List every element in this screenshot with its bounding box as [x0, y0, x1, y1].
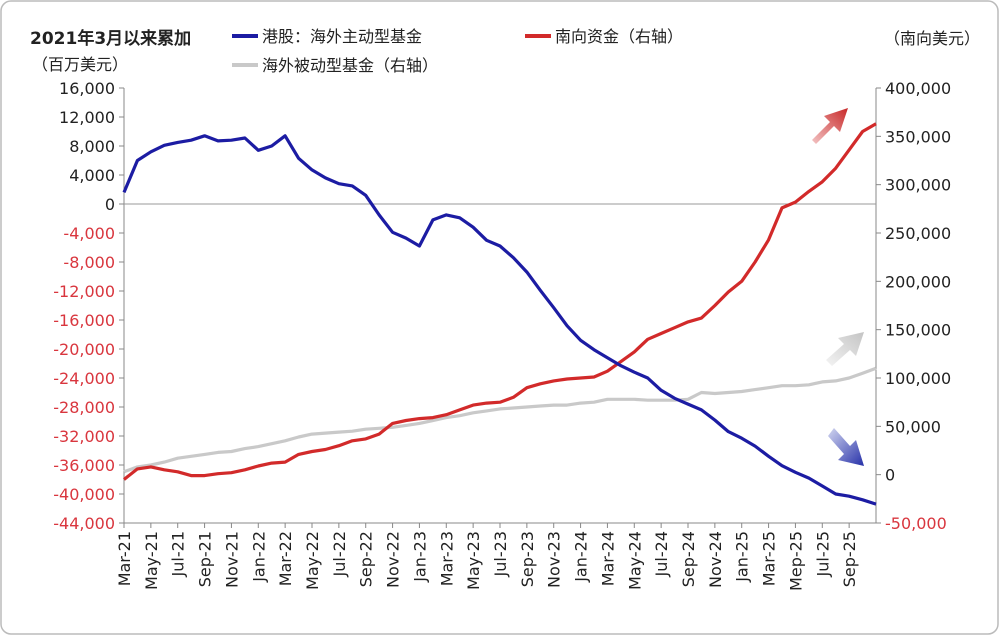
x-tick-label: Mar-24 — [598, 531, 617, 586]
y-tick-label: -20,000 — [53, 340, 115, 359]
y2-axis-label: （南向美元） — [884, 29, 980, 48]
y-tick-label: -16,000 — [53, 311, 115, 330]
series-line — [123, 366, 877, 474]
x-tick-label: May-22 — [303, 531, 322, 590]
x-tick-label: Jul-24 — [652, 531, 671, 577]
x-tick-label: Jan-24 — [572, 531, 591, 583]
x-tick-label: Sep-23 — [518, 531, 537, 587]
arrow-up-red — [812, 108, 848, 144]
y-tick-label: -44,000 — [53, 514, 115, 533]
y-axis-label: （百万美元） — [32, 55, 128, 74]
x-tick-label: Jul-22 — [330, 531, 349, 577]
x-tick-label: Jul-21 — [169, 531, 188, 577]
x-tick-label: Jan-22 — [249, 531, 268, 583]
y2-tick-label: 350,000 — [885, 127, 951, 146]
y-tick-label: -40,000 — [53, 485, 115, 504]
x-tick-label: May-24 — [625, 531, 644, 590]
y-tick-label: -24,000 — [53, 369, 115, 388]
x-tick-label: Sep-24 — [679, 531, 698, 587]
x-tick-label: Nov-21 — [222, 531, 241, 588]
y2-tick-label: 100,000 — [885, 369, 951, 388]
x-tick-label: Sep-21 — [196, 531, 215, 587]
y-tick-label: 12,000 — [59, 108, 115, 127]
y-tick-label: 16,000 — [59, 79, 115, 98]
x-tick-label: Mar-25 — [760, 531, 779, 586]
arrows — [812, 108, 864, 466]
y2-tick-label: -50,000 — [885, 514, 947, 533]
x-tick-label: Jan-25 — [733, 531, 752, 583]
y-tick-label: -12,000 — [53, 282, 115, 301]
y-tick-label: -28,000 — [53, 398, 115, 417]
x-tick-label: Mep-25 — [786, 531, 805, 591]
x-tick-label: Nov-23 — [545, 531, 564, 588]
y-tick-label: -36,000 — [53, 456, 115, 475]
y-tick-label: 0 — [105, 195, 115, 214]
chart-title: 2021年3月以来累加 — [30, 28, 191, 49]
y2-tick-label: 400,000 — [885, 79, 951, 98]
x-tick-label: Nov-22 — [384, 531, 403, 588]
x-tick-label: Jul-25 — [813, 531, 832, 577]
x-tick-label: Sep-22 — [357, 531, 376, 587]
series-line — [122, 134, 877, 506]
y2-tick-label: 300,000 — [885, 176, 951, 195]
x-tick-label: May-23 — [464, 531, 483, 590]
arrow-up-gray — [826, 332, 864, 366]
arrow-down-blue — [828, 428, 864, 466]
x-tick-label: Mar-21 — [115, 531, 134, 586]
y-tick-label: -4,000 — [63, 224, 115, 243]
y2-tick-label: 150,000 — [885, 321, 951, 340]
x-tick-label: May-21 — [142, 531, 161, 590]
legend-label: 南向资金（右轴） — [555, 27, 683, 46]
x-tick-label: Mar-23 — [437, 531, 456, 586]
y2-tick-label: 0 — [885, 466, 895, 485]
y2-tick-label: 250,000 — [885, 224, 951, 243]
legend-label: 港股：海外主动型基金 — [262, 27, 422, 46]
x-tick-label: Sep-25 — [840, 531, 859, 587]
y-tick-label: -32,000 — [53, 427, 115, 446]
series-line — [123, 122, 877, 481]
legend-label: 海外被动型基金（右轴） — [262, 56, 438, 75]
x-tick-label: Jul-23 — [491, 531, 510, 577]
y-tick-label: 8,000 — [69, 137, 115, 156]
x-tick-label: Mar-22 — [276, 531, 295, 586]
y2-tick-label: 200,000 — [885, 272, 951, 291]
y2-tick-label: 50,000 — [885, 417, 941, 436]
y-tick-label: -8,000 — [63, 253, 115, 272]
x-tick-label: Jan-23 — [410, 531, 429, 583]
x-tick-label: Nov-24 — [706, 531, 725, 588]
y-tick-label: 4,000 — [69, 166, 115, 185]
